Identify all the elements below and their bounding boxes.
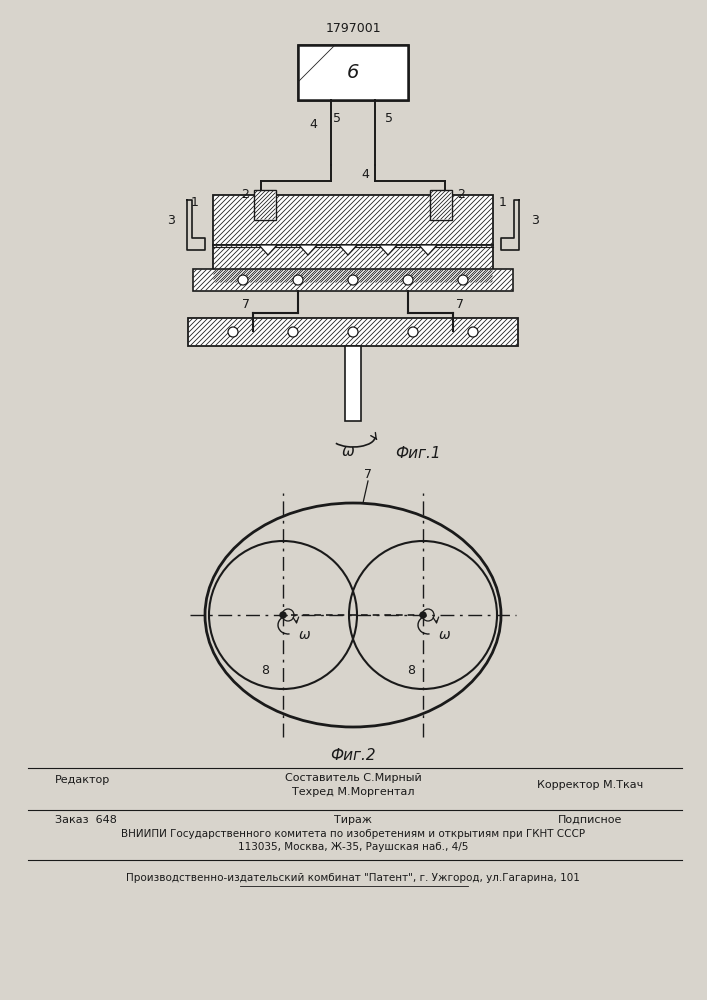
Text: Заказ  648: Заказ 648 xyxy=(55,815,117,825)
Text: 2: 2 xyxy=(241,188,249,202)
Text: Фиг.1: Фиг.1 xyxy=(395,446,440,460)
Text: 4: 4 xyxy=(361,168,369,182)
Text: 113035, Москва, Ж-35, Раушская наб., 4/5: 113035, Москва, Ж-35, Раушская наб., 4/5 xyxy=(238,842,468,852)
Text: Составитель С.Мирный: Составитель С.Мирный xyxy=(285,773,421,783)
Text: ВНИИПИ Государственного комитета по изобретениям и открытиям при ГКНТ СССР: ВНИИПИ Государственного комитета по изоб… xyxy=(121,829,585,839)
Text: 5: 5 xyxy=(333,111,341,124)
Text: 3: 3 xyxy=(531,214,539,227)
Bar xyxy=(298,45,408,100)
Bar xyxy=(213,245,493,283)
Bar xyxy=(298,45,408,100)
Text: 4: 4 xyxy=(309,118,317,131)
Circle shape xyxy=(348,275,358,285)
Text: 8: 8 xyxy=(261,664,269,678)
Circle shape xyxy=(468,327,478,337)
Text: ω: ω xyxy=(341,444,354,458)
Polygon shape xyxy=(379,245,397,255)
Circle shape xyxy=(238,275,248,285)
Text: Корректор М.Ткач: Корректор М.Ткач xyxy=(537,780,643,790)
Text: Производственно-издательский комбинат "Патент", г. Ужгород, ул.Гагарина, 101: Производственно-издательский комбинат "П… xyxy=(126,873,580,883)
Text: Редактор: Редактор xyxy=(55,775,110,785)
Text: ω: ω xyxy=(439,628,450,642)
Text: 3: 3 xyxy=(167,214,175,227)
Text: Техред М.Моргентал: Техред М.Моргентал xyxy=(292,787,414,797)
Text: 1797001: 1797001 xyxy=(325,21,381,34)
Circle shape xyxy=(288,327,298,337)
Polygon shape xyxy=(419,245,437,255)
Circle shape xyxy=(403,275,413,285)
Bar xyxy=(213,195,493,245)
Text: Фиг.2: Фиг.2 xyxy=(330,748,376,762)
Polygon shape xyxy=(339,245,357,255)
Text: Подписное: Подписное xyxy=(558,815,622,825)
Circle shape xyxy=(408,327,418,337)
Text: ω: ω xyxy=(299,628,310,642)
Bar xyxy=(345,346,361,421)
Text: 7: 7 xyxy=(456,298,464,312)
Text: 1: 1 xyxy=(499,196,507,210)
Circle shape xyxy=(293,275,303,285)
Circle shape xyxy=(228,327,238,337)
Text: 7: 7 xyxy=(364,468,372,482)
Circle shape xyxy=(280,612,286,618)
Circle shape xyxy=(348,327,358,337)
Text: 7: 7 xyxy=(242,298,250,312)
Circle shape xyxy=(458,275,468,285)
Bar xyxy=(188,318,518,346)
Text: 5: 5 xyxy=(385,111,393,124)
Polygon shape xyxy=(259,245,277,255)
Bar xyxy=(193,269,513,291)
Text: 2: 2 xyxy=(457,188,465,202)
Text: 6: 6 xyxy=(347,63,359,82)
Text: 1: 1 xyxy=(191,196,199,210)
Text: Тираж: Тираж xyxy=(334,815,372,825)
Bar xyxy=(254,190,276,220)
Bar xyxy=(430,190,452,220)
Text: 8: 8 xyxy=(407,664,415,678)
Circle shape xyxy=(420,612,426,618)
Polygon shape xyxy=(299,245,317,255)
